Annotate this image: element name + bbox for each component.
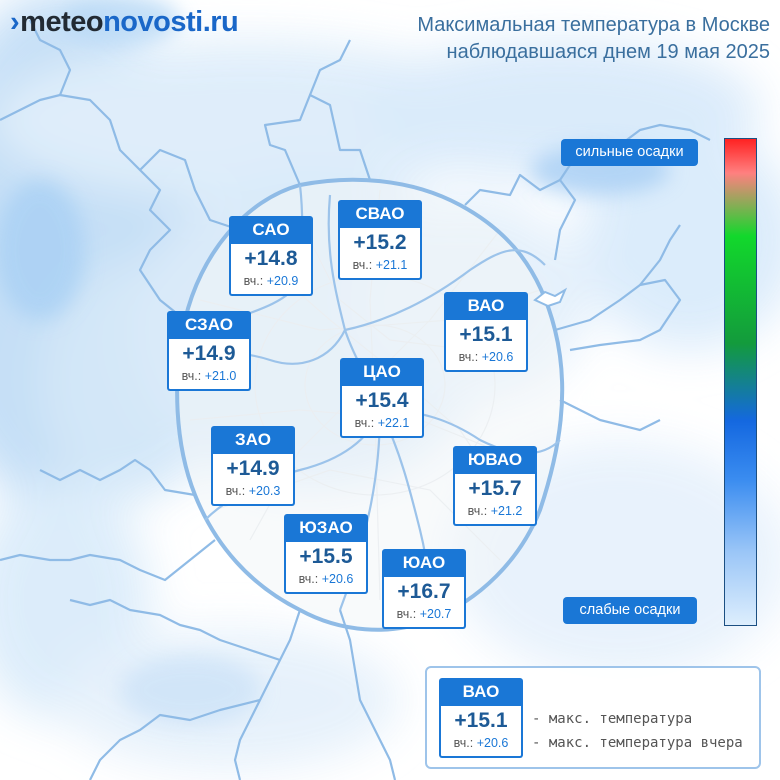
district-label-yuzao: ЮЗАО +15.5 вч.: +20.6 xyxy=(284,514,368,594)
scale-label-heavy-precip: сильные осадки xyxy=(561,139,698,166)
district-max-temp: +14.8 xyxy=(244,247,298,270)
district-label-cao: ЦАО +15.4 вч.: +22.1 xyxy=(340,358,424,438)
yesterday-label: вч.: xyxy=(354,416,375,430)
district-name: ЮАО xyxy=(382,549,466,577)
district-label-szao: СЗАО +14.9 вч.: +21.0 xyxy=(167,311,251,391)
yesterday-label: вч.: xyxy=(225,484,246,498)
district-label-zao: ЗАО +14.9 вч.: +20.3 xyxy=(211,426,295,506)
district-yesterday-temp: +20.9 xyxy=(266,274,299,288)
map-title-line1: Максимальная температура в Москве xyxy=(417,14,770,36)
district-label-svao: СВАО +15.2 вч.: +21.1 xyxy=(338,200,422,280)
district-yesterday-temp: +20.7 xyxy=(419,607,452,621)
logo-text-novosti: novosti.ru xyxy=(103,6,239,38)
district-max-temp: +14.9 xyxy=(182,342,236,365)
district-max-temp: +15.4 xyxy=(355,389,409,412)
district-max-temp: +16.7 xyxy=(397,580,451,603)
district-yesterday-temp: +21.2 xyxy=(490,504,523,518)
map-title: Максимальная температура в Москве наблюд… xyxy=(417,12,770,66)
yesterday-label: вч.: xyxy=(181,369,202,383)
district-name: ЮЗАО xyxy=(284,514,368,542)
district-name: СЗАО xyxy=(167,311,251,339)
district-yesterday-temp: +22.1 xyxy=(377,416,410,430)
district-name: ЗАО xyxy=(211,426,295,454)
legend-line-max-temp-yesterday: - макс. температура вчера xyxy=(532,735,743,751)
legend-sample-yesterday: +20.6 xyxy=(476,736,509,750)
meteonovosti-logo: ›meteonovosti.ru xyxy=(10,6,239,39)
yesterday-label: вч.: xyxy=(298,572,319,586)
yesterday-label: вч.: xyxy=(453,736,474,750)
precipitation-color-scale xyxy=(724,138,757,626)
district-name: ВАО xyxy=(444,292,528,320)
yesterday-label: вч.: xyxy=(467,504,488,518)
district-max-temp: +14.9 xyxy=(226,457,280,480)
legend-line-max-temp: - макс. температура xyxy=(532,711,693,727)
district-label-sao: САО +14.8 вч.: +20.9 xyxy=(229,216,313,296)
yesterday-label: вч.: xyxy=(396,607,417,621)
district-name: СВАО xyxy=(338,200,422,228)
district-yesterday-temp: +20.6 xyxy=(481,350,514,364)
legend-sample-label: ВАО +15.1 вч.: +20.6 xyxy=(439,678,523,758)
district-yesterday-temp: +21.0 xyxy=(204,369,237,383)
district-label-yuvao: ЮВАО +15.7 вч.: +21.2 xyxy=(453,446,537,526)
logo-mark: › xyxy=(10,6,20,38)
district-max-temp: +15.1 xyxy=(459,323,513,346)
outer-boundaries xyxy=(0,19,711,780)
map-title-line2: наблюдавшаяся днем 19 мая 2025 xyxy=(446,41,770,63)
district-max-temp: +15.5 xyxy=(299,545,353,568)
legend-sample-name: ВАО xyxy=(439,678,523,706)
district-label-vao: ВАО +15.1 вч.: +20.6 xyxy=(444,292,528,372)
district-name: ЦАО xyxy=(340,358,424,386)
yesterday-label: вч.: xyxy=(458,350,479,364)
district-max-temp: +15.2 xyxy=(353,231,407,254)
district-yesterday-temp: +21.1 xyxy=(375,258,408,272)
logo-text-meteo: meteo xyxy=(20,6,104,38)
district-label-yuao: ЮАО +16.7 вч.: +20.7 xyxy=(382,549,466,629)
district-name: САО xyxy=(229,216,313,244)
district-max-temp: +15.7 xyxy=(468,477,522,500)
district-yesterday-temp: +20.6 xyxy=(321,572,354,586)
scale-label-light-precip: слабые осадки xyxy=(563,597,697,624)
yesterday-label: вч.: xyxy=(352,258,373,272)
yesterday-label: вч.: xyxy=(243,274,264,288)
district-name: ЮВАО xyxy=(453,446,537,474)
legend-sample-temp: +15.1 xyxy=(454,709,508,732)
district-yesterday-temp: +20.3 xyxy=(248,484,281,498)
